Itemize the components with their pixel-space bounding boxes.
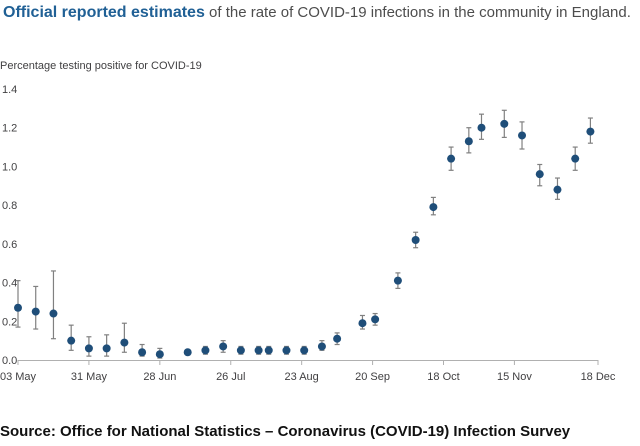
data-point (201, 346, 210, 355)
y-tick-label: 0.4 (2, 278, 17, 290)
data-point (183, 348, 192, 357)
data-point (429, 203, 438, 212)
y-tick-label: 0.8 (2, 200, 17, 212)
y-tick-label: 0.0 (2, 355, 17, 367)
data-point (586, 127, 595, 136)
data-point (317, 342, 326, 351)
data-point (102, 344, 111, 353)
data-point (300, 346, 309, 355)
data-point (31, 307, 40, 316)
chart-title-strong: Official reported estimates (3, 4, 205, 21)
data-point (333, 334, 342, 343)
data-point (282, 346, 291, 355)
x-tick-label: 26 Jul (216, 371, 245, 383)
data-point (411, 235, 420, 244)
data-point (138, 348, 147, 357)
y-tick-label: 1.4 (2, 84, 17, 96)
data-point (447, 154, 456, 163)
data-point (477, 123, 486, 132)
chart-title: Official reported estimates of the rate … (3, 4, 631, 22)
source-note: Source: Office for National Statistics –… (0, 423, 571, 440)
x-tick-label: 28 Jun (143, 371, 176, 383)
data-point (219, 342, 228, 351)
y-tick-label: 1.2 (2, 123, 17, 135)
x-tick-label: 03 May (0, 371, 37, 383)
y-axis-label: Percentage testing positive for COVID-19 (0, 60, 202, 72)
data-point (571, 154, 580, 163)
data-point (264, 346, 273, 355)
data-point (14, 303, 22, 312)
data-point (236, 346, 245, 355)
data-point (371, 315, 380, 324)
x-tick-label: 23 Aug (285, 371, 319, 383)
x-tick-label: 18 Dec (581, 371, 616, 383)
data-point (464, 137, 473, 146)
data-point (67, 336, 76, 345)
data-point (553, 185, 562, 194)
data-point (254, 346, 263, 355)
data-point (358, 319, 367, 328)
x-tick-label: 20 Sep (355, 371, 390, 383)
data-point (155, 350, 164, 359)
y-tick-label: 1.0 (2, 161, 17, 173)
data-point (518, 131, 527, 140)
data-point (84, 344, 93, 353)
x-tick-label: 15 Nov (497, 371, 532, 383)
x-tick-label: 31 May (71, 371, 108, 383)
data-point (535, 170, 544, 179)
y-tick-label: 0.2 (2, 316, 17, 328)
chart-title-rest: of the rate of COVID-19 infections in th… (204, 4, 631, 21)
data-point (500, 119, 509, 128)
data-point (393, 276, 402, 285)
data-point (49, 309, 58, 318)
data-point (120, 338, 129, 347)
y-tick-label: 0.6 (2, 239, 17, 251)
x-tick-label: 18 Oct (427, 371, 459, 383)
